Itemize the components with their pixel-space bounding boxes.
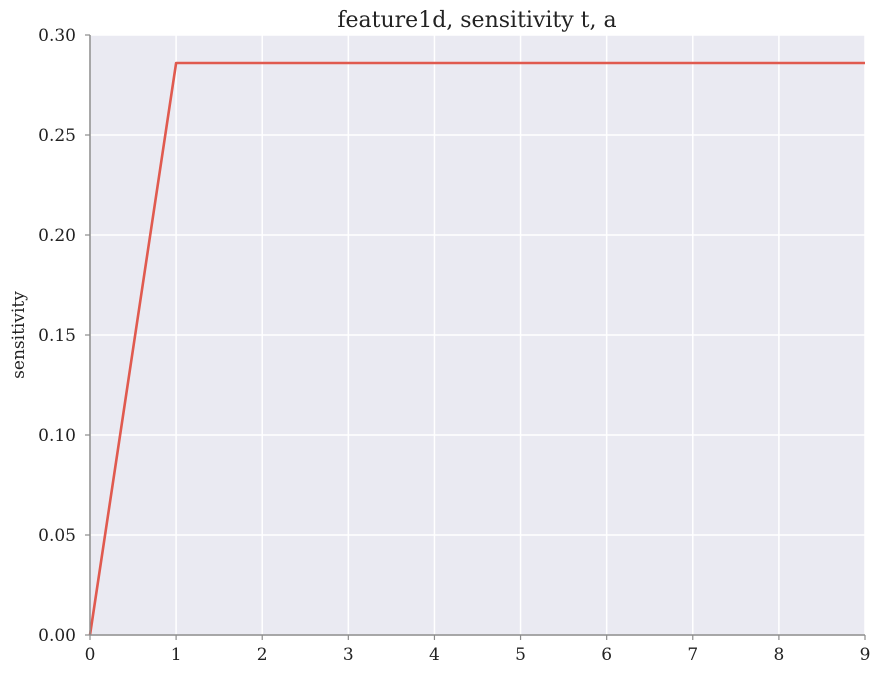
y-tick-label: 0.00 xyxy=(38,626,76,646)
y-tick-label: 0.25 xyxy=(38,126,76,146)
tick-labels: 0 1 2 3 4 5 6 7 8 9 0.00 0.05 0.10 0.15 0.20 0.25 0.30 xyxy=(38,26,870,665)
series-layer xyxy=(88,61,865,636)
x-tick-label: 9 xyxy=(860,645,871,665)
x-tick-label: 3 xyxy=(343,645,354,665)
x-tick-label: 6 xyxy=(601,645,612,665)
x-tick-label: 8 xyxy=(773,645,784,665)
y-tick-label: 0.05 xyxy=(38,526,76,546)
y-axis-title: sensitivity xyxy=(9,291,29,379)
y-tick-label: 0.15 xyxy=(38,326,76,346)
x-tick-label: 7 xyxy=(687,645,698,665)
x-tick-label: 5 xyxy=(515,645,526,665)
x-tick-label: 1 xyxy=(171,645,182,665)
y-tick-label: 0.30 xyxy=(38,26,76,46)
x-tick-label: 4 xyxy=(429,645,440,665)
chart-title: feature1d, sensitivity t, a xyxy=(337,8,616,33)
x-tick-label: 0 xyxy=(85,645,96,665)
y-tick-label: 0.20 xyxy=(38,226,76,246)
y-tick-label: 0.10 xyxy=(38,426,76,446)
x-tick-label: 2 xyxy=(257,645,268,665)
series-line xyxy=(88,61,865,636)
